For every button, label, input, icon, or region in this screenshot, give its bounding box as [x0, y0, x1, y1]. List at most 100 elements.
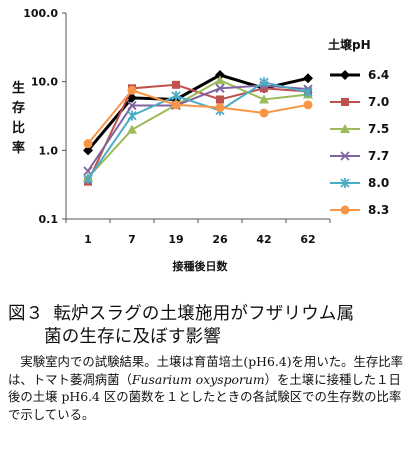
figure-number: 図３ — [8, 304, 44, 324]
data-point — [259, 108, 269, 118]
legend-marker — [341, 98, 349, 106]
data-point — [303, 87, 313, 98]
marker-shape — [171, 90, 181, 101]
y-axis-label: 生存比率 — [12, 80, 25, 156]
marker-shape — [303, 87, 313, 98]
y-tick-label: 0.1 — [39, 213, 59, 226]
marker-shape — [215, 75, 225, 85]
caption-body-species: Fusarium oxysporum — [131, 371, 265, 387]
caption-body-part2: ）を土壌に接種した１日後の土壌 pH6.4 区の菌数を１としたときの各試験区での… — [8, 371, 402, 422]
x-tick-label: 1 — [84, 233, 92, 246]
legend-marker — [340, 151, 350, 161]
legend-label: 7.5 — [368, 122, 389, 136]
x-axis-label: 接種後日数 — [173, 259, 229, 273]
survival-ratio-chart: 0.1 1.0 10.0 100.0 1 7 19 26 42 62 生存比率 接種後日数 土壌… — [12, 7, 389, 273]
marker-shape — [127, 100, 137, 111]
marker-shape — [216, 95, 224, 104]
y-axis: 0.1 1.0 10.0 100.0 — [23, 7, 67, 226]
y-tick-label: 1.0 — [39, 144, 59, 157]
legend-label: 7.7 — [368, 149, 389, 163]
data-point — [83, 174, 93, 185]
data-point — [216, 95, 224, 104]
series-line — [87, 81, 309, 180]
legend-marker — [340, 205, 350, 215]
y-tick-label: 100.0 — [23, 7, 58, 20]
data-point — [127, 124, 137, 134]
y-axis-label-char: 存 — [12, 100, 25, 116]
x-tick-label: 7 — [128, 233, 136, 246]
series-7.7 — [83, 80, 313, 176]
series-line — [87, 84, 309, 172]
data-point — [83, 139, 93, 149]
marker-shape — [340, 178, 350, 188]
series-8.3 — [83, 85, 313, 149]
x-tick-label: 62 — [300, 233, 315, 246]
data-point — [259, 77, 269, 88]
data-point — [215, 83, 225, 93]
data-point — [127, 100, 137, 111]
legend-marker — [340, 178, 350, 188]
legend-item: 7.0 — [330, 95, 389, 109]
y-tick-label: 10.0 — [31, 76, 58, 89]
legend-item: 8.0 — [330, 176, 389, 190]
x-tick-label: 19 — [168, 233, 183, 246]
y-axis-label-char: 生 — [12, 80, 25, 96]
legend-item: 7.5 — [330, 122, 389, 136]
y-axis-label-char: 比 — [12, 120, 25, 136]
marker-shape — [303, 73, 313, 84]
series-layer — [83, 70, 313, 186]
series-line — [87, 79, 309, 179]
marker-shape — [215, 83, 225, 93]
y-axis-label-char: 率 — [12, 140, 25, 156]
legend-label: 8.0 — [368, 176, 389, 190]
data-point — [260, 84, 268, 93]
marker-shape — [341, 98, 349, 106]
caption-body: 実験室内での試験結果。土壌は育苗培土(pH6.4)を用いた。生存比率は、トマト萎… — [8, 353, 406, 423]
x-tick-label: 26 — [212, 233, 228, 246]
series-8.0 — [83, 77, 313, 185]
data-point — [259, 94, 269, 104]
data-point — [215, 103, 225, 113]
data-point — [171, 90, 181, 101]
legend: 土壌pH 6.4 7.0 7.5 7.7 8.0 8.3 — [328, 37, 389, 217]
legend-label: 7.0 — [368, 95, 389, 109]
legend-label: 6.4 — [368, 68, 389, 82]
legend-item: 8.3 — [330, 203, 389, 217]
data-point — [303, 100, 313, 110]
marker-shape — [303, 100, 313, 110]
legend-item: 6.4 — [330, 68, 389, 82]
marker-shape — [215, 70, 225, 81]
marker-shape — [340, 124, 350, 133]
data-point — [127, 85, 137, 95]
marker-shape — [83, 174, 93, 185]
data-point — [172, 80, 180, 89]
caption-title: 図３ 転炉スラグの土壌施用がフザリウム属 菌の生存に及ぼす影響 — [8, 303, 406, 349]
caption-body-part1: 実験室内での試験結果。土壌は育苗培土(pH6.4)を用いた。生存比率は、トマト萎… — [8, 354, 404, 387]
data-point — [215, 70, 225, 81]
marker-shape — [83, 145, 93, 156]
legend-marker — [340, 70, 350, 80]
series-6.4 — [83, 70, 313, 156]
marker-shape — [171, 100, 181, 110]
figure-caption: 図３ 転炉スラグの土壌施用がフザリウム属 菌の生存に及ぼす影響 実験室内での試験結… — [8, 303, 406, 423]
marker-shape — [259, 77, 269, 88]
marker-shape — [340, 205, 350, 215]
marker-shape — [340, 70, 350, 80]
marker-shape — [172, 80, 180, 89]
data-point — [303, 73, 313, 84]
marker-shape — [260, 84, 268, 93]
marker-shape — [127, 124, 137, 134]
caption-title-line2: 菌の生存に及ぼす影響 — [44, 327, 221, 347]
marker-shape — [340, 151, 350, 161]
legend-title: 土壌pH — [328, 37, 371, 52]
marker-shape — [127, 85, 137, 95]
marker-shape — [259, 94, 269, 104]
x-axis: 1 7 19 26 42 62 — [65, 218, 331, 246]
x-tick-label: 42 — [256, 233, 271, 246]
series-line — [87, 89, 309, 145]
data-point — [83, 145, 93, 156]
legend-marker — [340, 124, 350, 133]
legend-item: 7.7 — [330, 149, 389, 163]
legend-label: 8.3 — [368, 203, 389, 217]
data-point — [127, 110, 137, 121]
